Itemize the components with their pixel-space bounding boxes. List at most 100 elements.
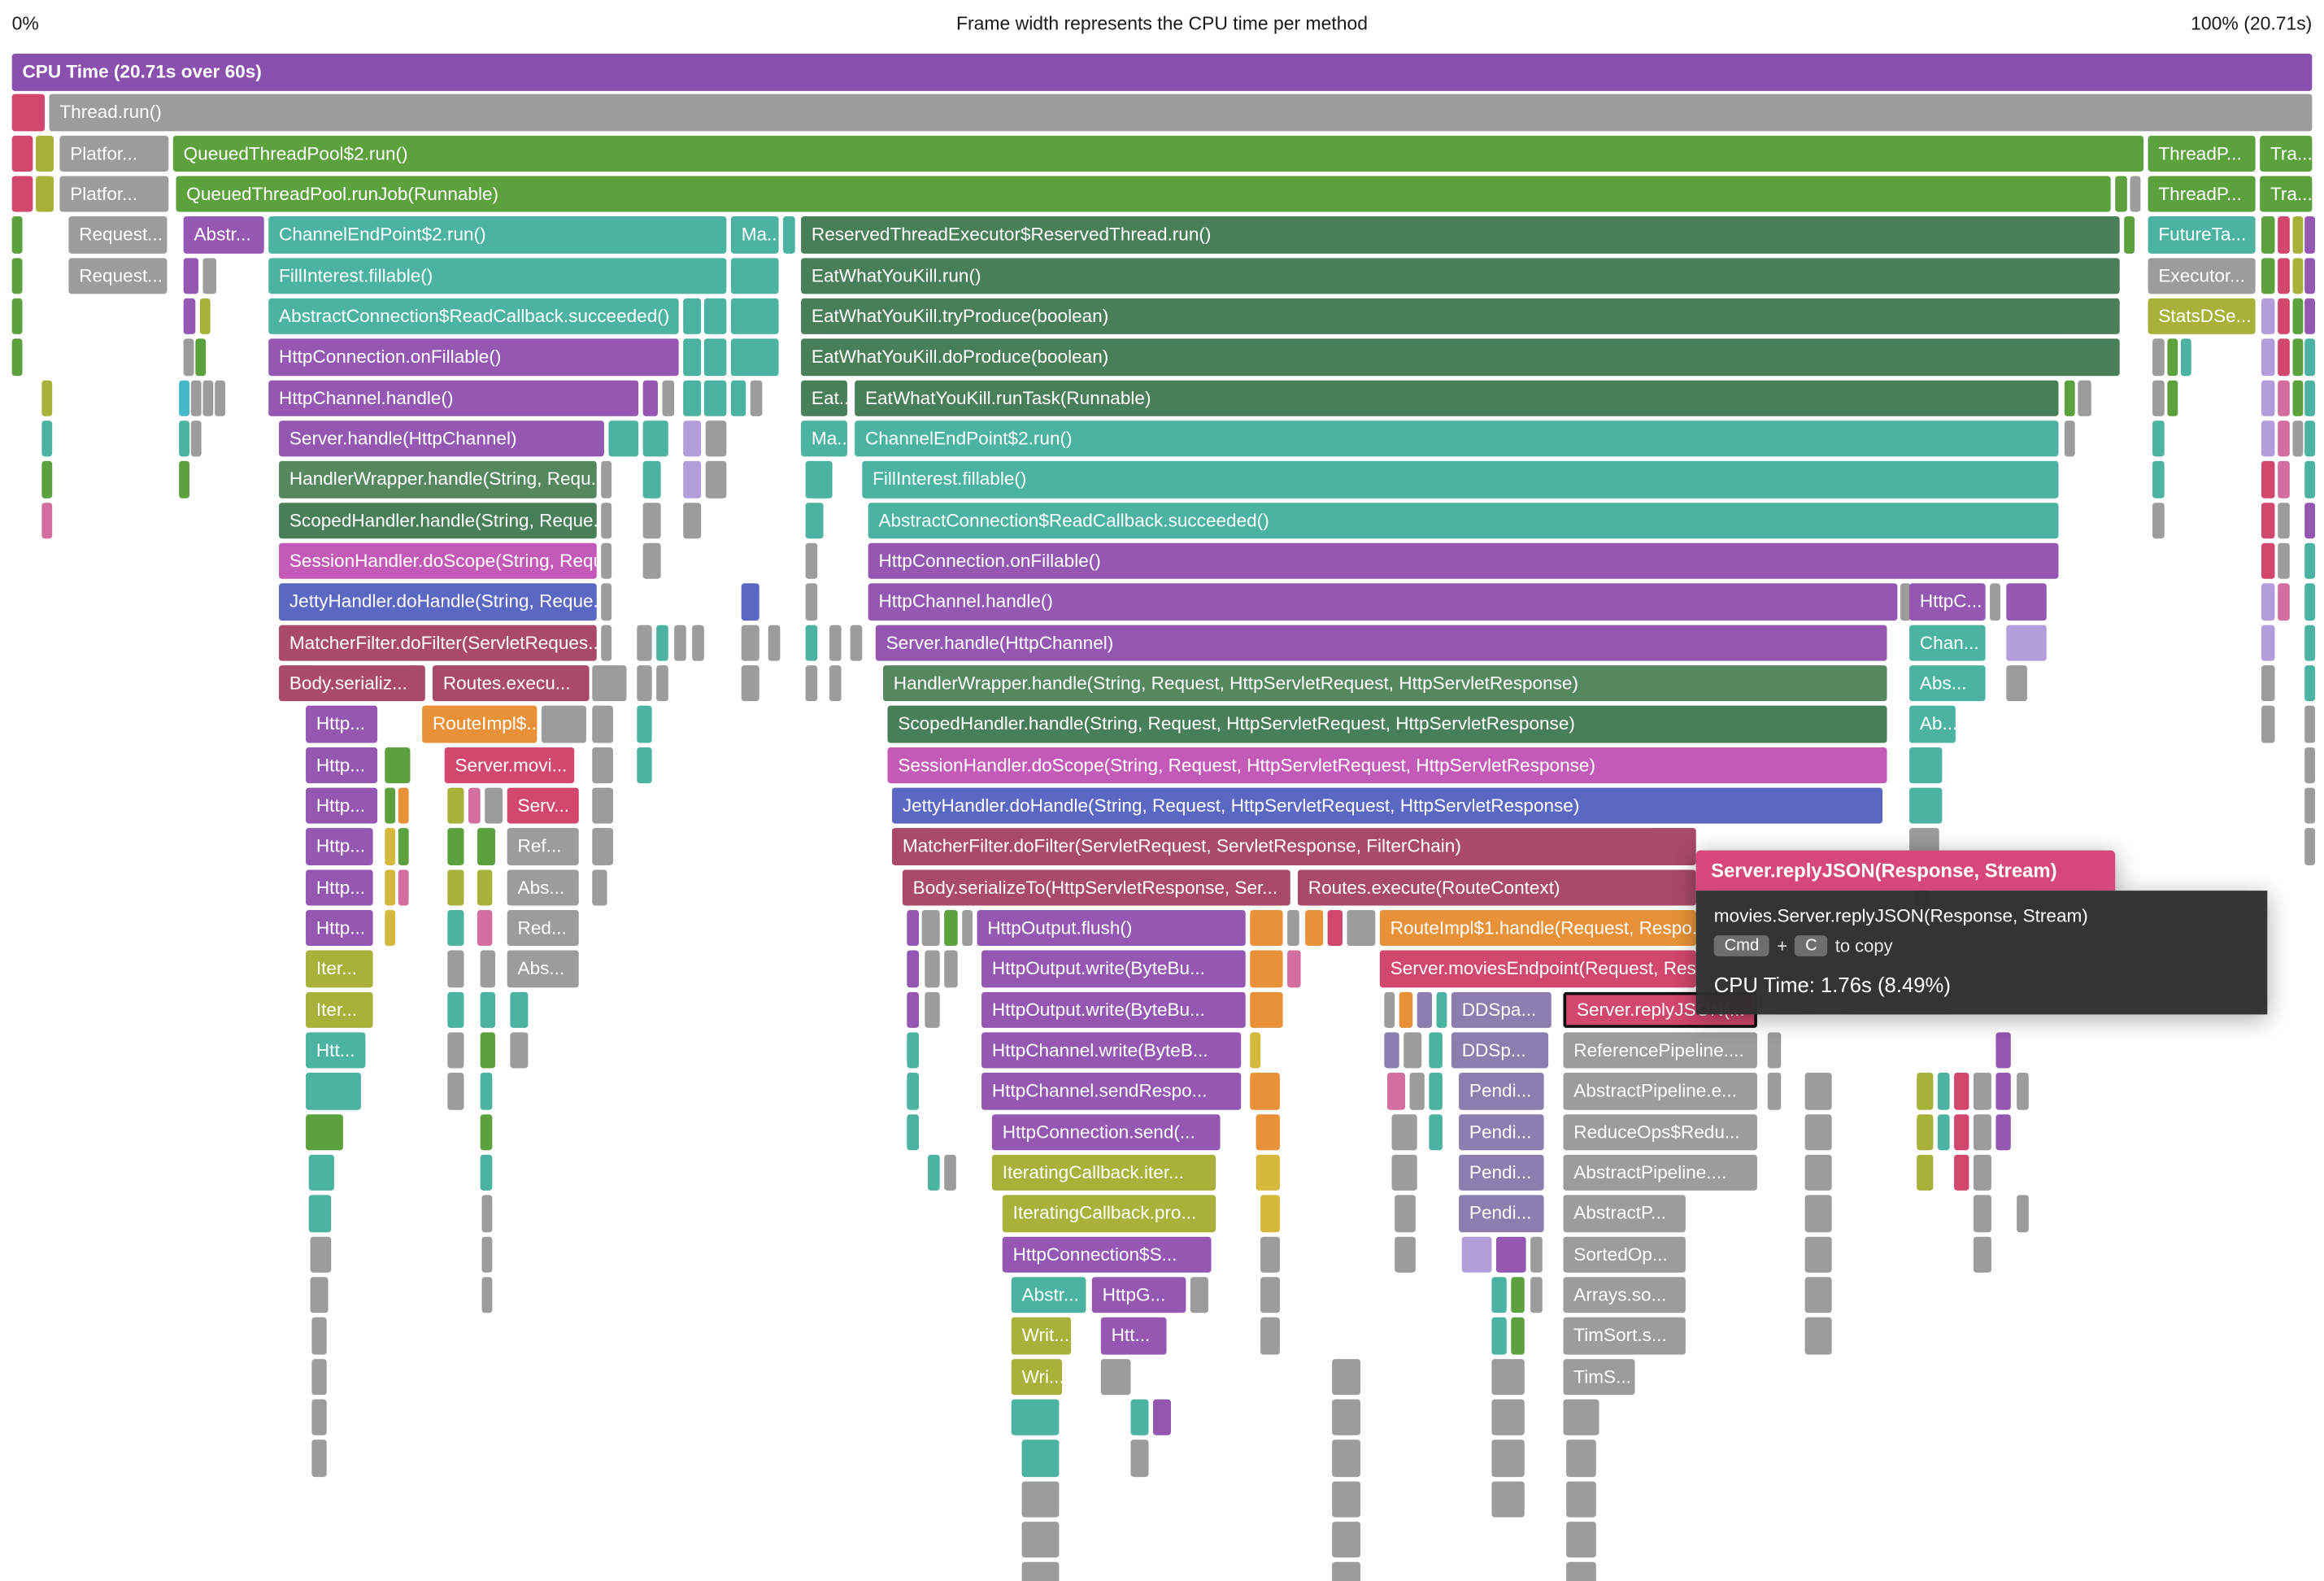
flame-frame[interactable] (2152, 380, 2165, 417)
flame-frame[interactable]: EatWhatYouKill.tryProduce(boolean) (801, 298, 2120, 335)
flame-frame[interactable]: Abs... (507, 869, 579, 906)
flame-frame[interactable] (1332, 1521, 1360, 1558)
flame-frame[interactable] (447, 1032, 464, 1069)
flame-frame[interactable] (1804, 1154, 1832, 1191)
flame-frame[interactable]: HttpOutput.flush() (977, 909, 1246, 947)
flame-frame[interactable] (1995, 1113, 2011, 1151)
flame-frame[interactable] (1804, 1113, 1832, 1151)
flame-frame[interactable] (637, 706, 652, 743)
flame-frame[interactable] (730, 380, 746, 417)
flame-frame[interactable]: Routes.execu... (432, 665, 590, 702)
flame-frame[interactable] (179, 461, 189, 499)
flame-frame[interactable] (1491, 1358, 1525, 1396)
flame-frame[interactable] (768, 624, 781, 661)
flame-frame[interactable] (2278, 502, 2290, 539)
flame-frame[interactable]: Ab... (1909, 706, 1956, 743)
flame-frame[interactable] (2278, 380, 2290, 417)
flame-frame[interactable] (1387, 1073, 1406, 1110)
flame-frame[interactable] (385, 787, 396, 825)
flame-frame[interactable] (683, 298, 702, 335)
flame-frame[interactable]: HttpG... (1091, 1277, 1186, 1313)
flame-frame[interactable] (2278, 298, 2290, 335)
flame-frame[interactable] (190, 380, 202, 417)
flame-frame[interactable] (1384, 1032, 1399, 1069)
flame-frame[interactable] (1305, 909, 1324, 947)
flame-frame[interactable] (308, 1154, 334, 1191)
flame-frame[interactable] (601, 624, 612, 661)
flame-frame[interactable]: Http... (306, 909, 373, 947)
flame-frame[interactable] (662, 380, 675, 417)
flame-frame[interactable] (2261, 624, 2275, 661)
flame-frame[interactable] (1429, 1073, 1443, 1110)
flame-frame[interactable] (2261, 706, 2275, 743)
flame-frame[interactable] (730, 257, 779, 294)
flame-frame[interactable] (311, 1358, 327, 1396)
flame-frame[interactable] (1804, 1235, 1832, 1273)
flame-frame[interactable] (2180, 338, 2191, 376)
flame-frame[interactable]: ThreadP... (2148, 176, 2256, 213)
flame-frame[interactable] (447, 950, 464, 987)
flame-frame[interactable] (11, 298, 23, 335)
flame-frame[interactable]: HttpConnection.onFillable() (268, 338, 679, 376)
flame-frame[interactable]: HttpChannel.handle() (868, 583, 1898, 621)
flame-frame[interactable] (1436, 991, 1447, 1029)
flame-frame[interactable] (805, 542, 818, 580)
flame-frame[interactable] (2064, 420, 2075, 458)
flame-frame[interactable] (1973, 1073, 1991, 1110)
flame-frame[interactable] (1491, 1277, 1507, 1313)
flame-frame[interactable] (1404, 1032, 1422, 1069)
flame-frame[interactable] (1021, 1561, 1060, 1581)
flame-frame[interactable] (195, 338, 207, 376)
flame-frame[interactable]: Iter... (306, 950, 373, 987)
flame-frame[interactable] (1495, 1235, 1526, 1273)
flame-frame[interactable]: AbstractPipeline.... (1563, 1154, 1757, 1191)
flame-frame[interactable] (1990, 583, 2000, 621)
flame-frame[interactable]: Htt... (1100, 1318, 1167, 1355)
flame-frame[interactable]: Server.handle(HttpChannel) (875, 624, 1887, 661)
flame-frame[interactable] (480, 1154, 493, 1191)
flame-frame[interactable] (741, 665, 759, 702)
flame-frame[interactable] (1937, 1113, 1950, 1151)
flame-frame[interactable] (480, 950, 496, 987)
flame-frame[interactable]: DDSp... (1451, 1032, 1549, 1069)
flame-frame[interactable] (1409, 1073, 1425, 1110)
flame-frame[interactable]: Ref... (507, 828, 579, 865)
flame-frame[interactable]: Abs... (507, 950, 579, 987)
flame-frame[interactable] (1954, 1113, 1969, 1151)
flame-frame[interactable]: Pendi... (1459, 1113, 1544, 1151)
flame-frame[interactable] (2278, 583, 2290, 621)
flame-frame[interactable] (944, 950, 958, 987)
flame-frame[interactable] (11, 216, 23, 254)
flame-frame[interactable] (510, 991, 529, 1029)
flame-frame[interactable]: Abs... (1909, 665, 1986, 702)
flame-frame[interactable] (36, 135, 54, 172)
flame-frame[interactable] (2292, 216, 2304, 254)
flame-frame[interactable] (783, 216, 795, 254)
flame-frame[interactable]: HttpC... (1909, 583, 1986, 621)
flame-frame[interactable]: Server.moviesEndpoint(Request, Res... (1379, 950, 1696, 987)
flame-frame[interactable] (2292, 338, 2304, 376)
flame-frame[interactable]: HandlerWrapper.handle(String, Request, H… (882, 665, 1887, 702)
flame-frame[interactable] (907, 909, 919, 947)
flame-frame[interactable] (2304, 583, 2316, 621)
flame-frame[interactable] (1429, 1032, 1443, 1069)
flame-frame[interactable] (601, 583, 612, 621)
flame-frame[interactable] (1417, 991, 1433, 1029)
flame-frame[interactable] (2278, 338, 2290, 376)
flame-frame[interactable]: EatWhatYouKill.run() (801, 257, 2120, 294)
flame-frame[interactable] (642, 542, 661, 580)
flame-frame[interactable]: RouteImpl$1.handle(Request, Respo... (1379, 909, 1696, 947)
flame-frame[interactable]: Abstr... (1011, 1277, 1086, 1313)
flame-frame[interactable] (683, 338, 702, 376)
flame-frame[interactable] (481, 1235, 493, 1273)
flame-frame[interactable]: ScopedHandler.handle(String, Reque... (279, 502, 597, 539)
flame-frame[interactable] (1332, 1561, 1360, 1581)
flame-frame[interactable]: ChannelEndPoint$2.run() (268, 216, 727, 254)
flame-frame[interactable] (1391, 1113, 1417, 1151)
flame-frame[interactable]: AbstractConnection$ReadCallback.succeede… (268, 298, 679, 335)
flame-frame[interactable] (1021, 1439, 1060, 1477)
flame-frame[interactable]: HttpOutput.write(ByteBu... (981, 991, 1246, 1029)
flame-frame[interactable] (925, 950, 940, 987)
flame-frame[interactable] (730, 298, 779, 335)
flame-frame[interactable] (2304, 298, 2316, 335)
